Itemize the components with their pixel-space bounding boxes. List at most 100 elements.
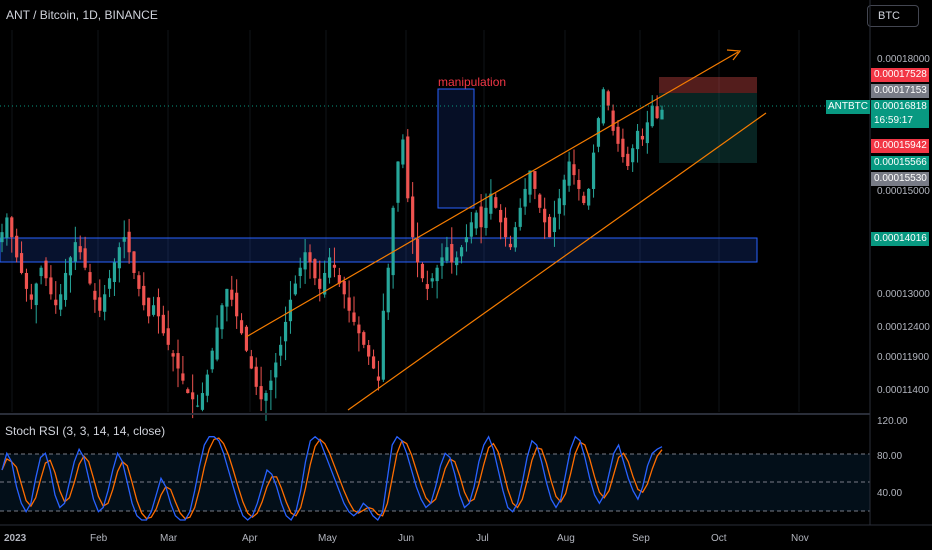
candle-body (34, 283, 38, 306)
candle-body (635, 130, 640, 150)
candle-body (547, 216, 552, 238)
candle-body (371, 356, 376, 369)
green-price-tag: 0.00015566 (871, 156, 929, 170)
candle-body (582, 195, 586, 204)
candle-body (323, 272, 327, 295)
candle-body (24, 272, 29, 289)
candle-body (49, 277, 53, 295)
candle-body (420, 263, 425, 279)
candle-body (484, 207, 488, 228)
candle-body (386, 267, 390, 313)
candle-body (499, 209, 503, 223)
time-label: Oct (711, 533, 727, 544)
candle-body (10, 217, 14, 238)
candle-body (59, 294, 63, 310)
candle-body (205, 374, 209, 396)
candle-body (39, 267, 43, 277)
candle-body (508, 243, 513, 248)
candle-body (112, 262, 117, 282)
candle-body (450, 244, 454, 263)
candle-body (538, 194, 542, 208)
candle-body (147, 297, 151, 317)
candle-body (15, 235, 19, 258)
stoch-k-line (1, 435, 663, 522)
time-label: Mar (160, 533, 178, 544)
channel-arrowhead (726, 49, 742, 61)
candle-body (54, 299, 58, 306)
candle-body (411, 196, 415, 238)
time-label: Feb (90, 533, 108, 544)
indicator-axis[interactable]: 120.00 80.00 40.00 (877, 416, 908, 499)
candle-body (259, 386, 263, 400)
candle-body (73, 242, 77, 262)
candle-body (274, 362, 278, 378)
candle-body (376, 376, 381, 381)
time-axis[interactable]: 2023 Feb Mar Apr May Jun Jul Aug Sep Oct Nov (4, 533, 809, 544)
price-axis[interactable]: 0.00018000 0.00015000 0.00013000 0.00012400… (877, 54, 930, 396)
candle-body (142, 285, 146, 306)
candle-body (523, 188, 527, 207)
candle-body (591, 152, 596, 189)
candle-body (367, 345, 371, 357)
indicator-title[interactable]: Stoch RSI (3, 3, 14, 14, close) (5, 424, 166, 438)
currency-button[interactable]: BTC (867, 5, 919, 27)
stop-zone (659, 77, 757, 93)
candle-body (337, 275, 341, 284)
candle-body (107, 278, 112, 289)
candle-body (503, 217, 508, 238)
candle-body (587, 188, 591, 206)
bar-countdown: 16:59:17 (874, 115, 913, 126)
candle-body (195, 405, 200, 407)
target-price-tag: 0.00017528 (871, 68, 929, 82)
time-label: Aug (557, 533, 575, 544)
candle-body (122, 237, 126, 242)
candle-body (455, 257, 459, 266)
price-tick-label: 0.00013000 (877, 289, 930, 300)
main-grid (11, 30, 800, 412)
indicator-tick-label: 80.00 (877, 451, 902, 462)
candle-body (200, 393, 205, 410)
resistance-zone (0, 237, 758, 263)
candle-body (445, 247, 449, 261)
candle-body (98, 297, 102, 311)
candle-body (264, 393, 268, 401)
candle-body (44, 260, 48, 279)
candle-body (235, 292, 239, 317)
candle-body (63, 272, 68, 300)
candle-body (161, 314, 165, 334)
candle-body (239, 320, 244, 334)
candle-body (327, 257, 332, 278)
candle-body (415, 238, 420, 263)
candle-body (191, 392, 195, 400)
candle-body (357, 324, 361, 334)
candle-body (474, 212, 478, 229)
candle-body (298, 267, 302, 277)
candle-body (93, 290, 97, 300)
candle-body (494, 197, 498, 208)
time-label: Apr (242, 533, 258, 544)
price-tick-label: 0.00011400 (877, 385, 930, 396)
candle-body (132, 251, 136, 273)
candle-body (631, 148, 635, 163)
candle-body (616, 126, 620, 144)
candle-body (230, 289, 234, 300)
time-label: Jul (476, 533, 489, 544)
candle-body (210, 350, 214, 370)
candle-body (430, 278, 434, 282)
candle-body (459, 247, 464, 257)
candle-body (88, 272, 92, 284)
candle-body (156, 297, 161, 317)
candle-body (362, 332, 366, 345)
candle-body (186, 389, 190, 394)
candle-body (347, 297, 351, 311)
candle-body (220, 305, 224, 330)
candle-body (244, 326, 249, 351)
last-price-tag: 0.00016818 16:59:17 (871, 100, 929, 128)
chart-title: ANT / Bitcoin, 1D, BINANCE (6, 8, 158, 22)
candle-body (381, 310, 385, 380)
candle-body (640, 135, 645, 140)
candle-body (650, 105, 654, 127)
candle-body (176, 353, 180, 369)
candle-body (489, 193, 493, 214)
